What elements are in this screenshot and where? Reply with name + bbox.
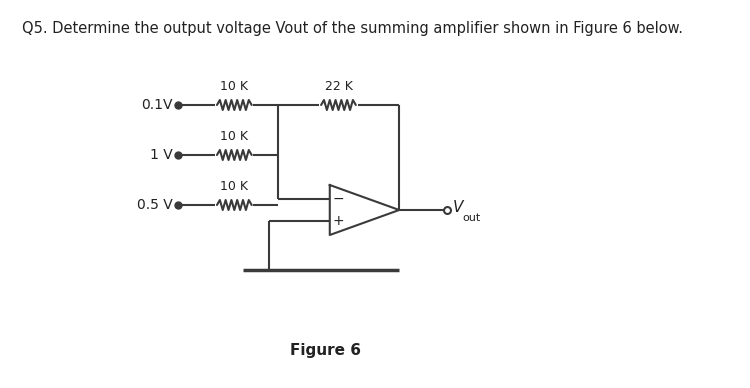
Text: −: − (333, 192, 344, 206)
Text: 22 K: 22 K (325, 80, 352, 93)
Text: 10 K: 10 K (220, 80, 248, 93)
Text: V: V (453, 199, 464, 215)
Text: +: + (333, 214, 344, 228)
Text: 1 V: 1 V (150, 148, 172, 162)
Text: 0.1V: 0.1V (141, 98, 172, 112)
Text: 0.5 V: 0.5 V (137, 198, 172, 212)
Text: 10 K: 10 K (220, 130, 248, 143)
Text: Figure 6: Figure 6 (290, 343, 361, 357)
Text: Q5. Determine the output voltage Vout of the summing amplifier shown in Figure 6: Q5. Determine the output voltage Vout of… (22, 21, 682, 35)
Text: 10 K: 10 K (220, 180, 248, 193)
Text: out: out (463, 213, 481, 223)
